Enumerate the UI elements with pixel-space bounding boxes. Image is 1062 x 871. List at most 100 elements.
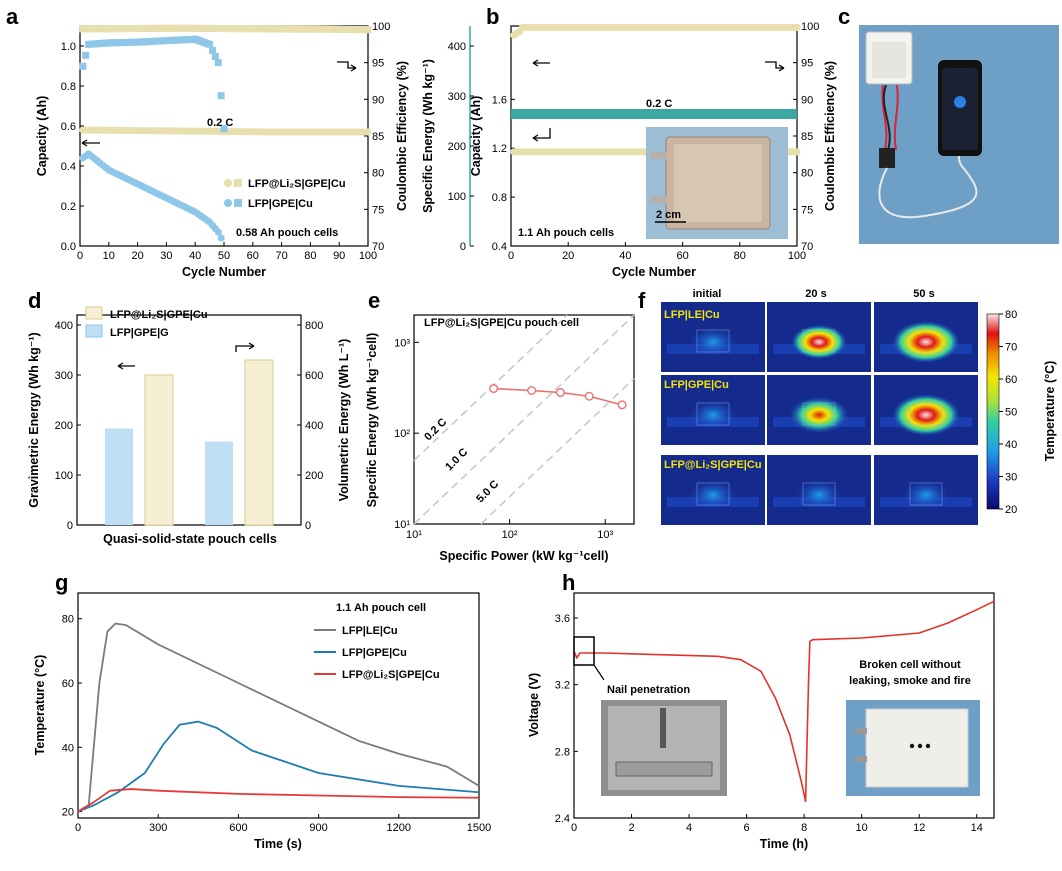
colorbar-tick-label: 70 (1005, 342, 1017, 354)
chart-a-y3-tick-label: 0 (460, 241, 466, 253)
chart-d-legend-gpe: LFP|GPE|G (110, 327, 169, 339)
chart-a-x-tick-label: 40 (189, 250, 201, 262)
chart-g-legend-le: LFP|LE|Cu (342, 625, 398, 637)
chart-h-x-tick-label: 12 (913, 822, 925, 834)
chart-h-x-tick-label: 4 (686, 822, 692, 834)
data-point-li2s-ce (365, 26, 372, 33)
charging-icon (954, 96, 966, 108)
chart-a-x-tick-label: 30 (160, 250, 172, 262)
bar-lfp-gpe-g (105, 429, 133, 526)
data-point-li2s-capacity (364, 128, 371, 135)
pouch-cell-inner (872, 42, 906, 78)
chart-d-ylabel: Gravimetric Energy (Wh kg⁻¹) (27, 332, 41, 507)
legend-marker-li2s (86, 307, 102, 319)
colorbar-tick-label: 50 (1005, 407, 1017, 419)
thermal-col-50s: 50 s (913, 288, 934, 300)
data-point-li2s (490, 385, 498, 393)
data-point-li2s (618, 401, 626, 409)
chart-a-x-tick-label: 20 (131, 250, 143, 262)
bar-lfp-li2s-gpe-cu (145, 375, 173, 525)
data-point-gpe-ce (79, 63, 86, 70)
panel-label-c: c (838, 4, 850, 29)
panel-label-b: b (486, 4, 499, 29)
panel-label-a: a (6, 4, 19, 29)
legend-marker-gpe (86, 325, 102, 337)
chart-d-legend-li2s: LFP@Li₂S|GPE|Cu (110, 309, 208, 321)
data-point-gpe-ce (82, 52, 89, 59)
data-point-li2s (585, 392, 593, 400)
chart-b: 0 20 40 60 80 1000.40.81.21.6707580859095100 … (469, 21, 837, 279)
chart-b-rate-label: 0.2 C (646, 98, 672, 110)
chart-e-y-tick-label: 10¹ (394, 519, 410, 531)
chart-a-x-tick-label: 10 (103, 250, 115, 262)
data-point-gpe-ce (209, 47, 216, 54)
chart-a-x-tick-label: 70 (275, 250, 287, 262)
chart-a-y-tick-label: 0.0 (61, 241, 76, 253)
legend-marker-gpe (224, 199, 232, 207)
chart-g-x-tick-label: 1200 (387, 822, 411, 834)
left-arrow-icon (82, 140, 100, 146)
chart-f: initial 20 s 50 s LFP|LE|Cu LFP|GPE|Cu L… (661, 288, 1057, 525)
chart-g-legend-li2s: LFP@Li₂S|GPE|Cu (342, 669, 440, 681)
chart-g-y-tick-label: 20 (62, 807, 74, 819)
right-arrow-icon (337, 62, 356, 71)
specific-energy-band (511, 109, 797, 119)
chart-d-y-tick-label: 100 (55, 470, 73, 482)
chart-g-ylabel: Temperature (°C) (33, 655, 47, 756)
chart-h-x-tick-label: 10 (856, 822, 868, 834)
cell-tab-top (855, 728, 867, 734)
chart-g-x-tick-label: 300 (149, 822, 167, 834)
data-point-li2s (528, 387, 536, 395)
figure-canvas: a b c d e f g h 0 10 20 30 40 50 60 70 80 90 1000.… (0, 0, 1062, 866)
panel-label-e: e (368, 288, 380, 313)
left-arrow-icon (533, 128, 550, 141)
chart-a-x-tick-label: 90 (333, 250, 345, 262)
chart-b-y2-tick-label: 85 (801, 131, 813, 143)
chart-d: 0 100 200 300 400 0 200 400 600 800 LFP@Li₂S|GPE|… (27, 307, 351, 546)
data-point-li2s (557, 389, 565, 397)
chart-b-y2-tick-label: 70 (801, 241, 813, 253)
chart-a-x-tick-label: 60 (247, 250, 259, 262)
chart-d-y2-tick-label: 200 (305, 470, 323, 482)
chart-a-y2-tick-label: 80 (372, 168, 384, 180)
left-arrow-icon (118, 363, 135, 369)
thermal-hotspot (689, 480, 737, 510)
broken-cell-label-1: Broken cell without (859, 659, 961, 671)
right-arrow-icon (236, 343, 254, 352)
chart-a-x-tick-label: 0 (77, 250, 83, 262)
bar-lfp-gpe-g (205, 442, 233, 526)
chart-a-y2-tick-label: 75 (372, 204, 384, 216)
data-point-gpe-ce (206, 41, 213, 48)
pouch-tab-top (651, 152, 667, 159)
chart-e-title: LFP@Li₂S|GPE|Cu pouch cell (424, 317, 579, 329)
legend-marker-gpe-ce (234, 199, 242, 207)
chart-g-xlabel: Time (s) (254, 837, 302, 851)
chart-b-ylabel: Capacity (Ah) (469, 96, 483, 177)
panel-label-f: f (638, 288, 646, 313)
chart-a-x-tick-label: 50 (218, 250, 230, 262)
colorbar-tick-label: 60 (1005, 374, 1017, 386)
chart-e-y-tick-label: 10³ (394, 337, 410, 349)
chart-b-y2-tick-label: 95 (801, 58, 813, 70)
callout-line (594, 665, 604, 680)
chart-h-x-tick-label: 6 (744, 822, 750, 834)
chart-g-x-tick-label: 900 (309, 822, 327, 834)
chart-d-y-tick-label: 200 (55, 420, 73, 432)
thermal-hotspot (789, 396, 849, 433)
nail-penetration-label: Nail penetration (607, 684, 690, 696)
thermal-hotspot (902, 480, 950, 510)
chart-h-x-tick-label: 14 (971, 822, 983, 834)
chart-d-y2-tick-label: 600 (305, 370, 323, 382)
nail-hole (910, 744, 914, 748)
chart-b-xlabel: Cycle Number (612, 265, 696, 279)
legend-marker-li2s (224, 179, 232, 187)
rate-label-5.0c: 5.0 C (474, 478, 501, 505)
chart-a-y2label: Coulombic Efficiency (%) (395, 61, 409, 211)
chart-a-legend-gpe: LFP|GPE|Cu (248, 198, 313, 210)
thermal-hotspot (689, 327, 737, 357)
chart-d-xlabel: Quasi-solid-state pouch cells (103, 532, 277, 546)
chart-b-y2-tick-label: 100 (801, 21, 819, 33)
chart-a-y-tick-label: 0.6 (61, 121, 76, 133)
chart-a-y2-tick-label: 70 (372, 241, 384, 253)
